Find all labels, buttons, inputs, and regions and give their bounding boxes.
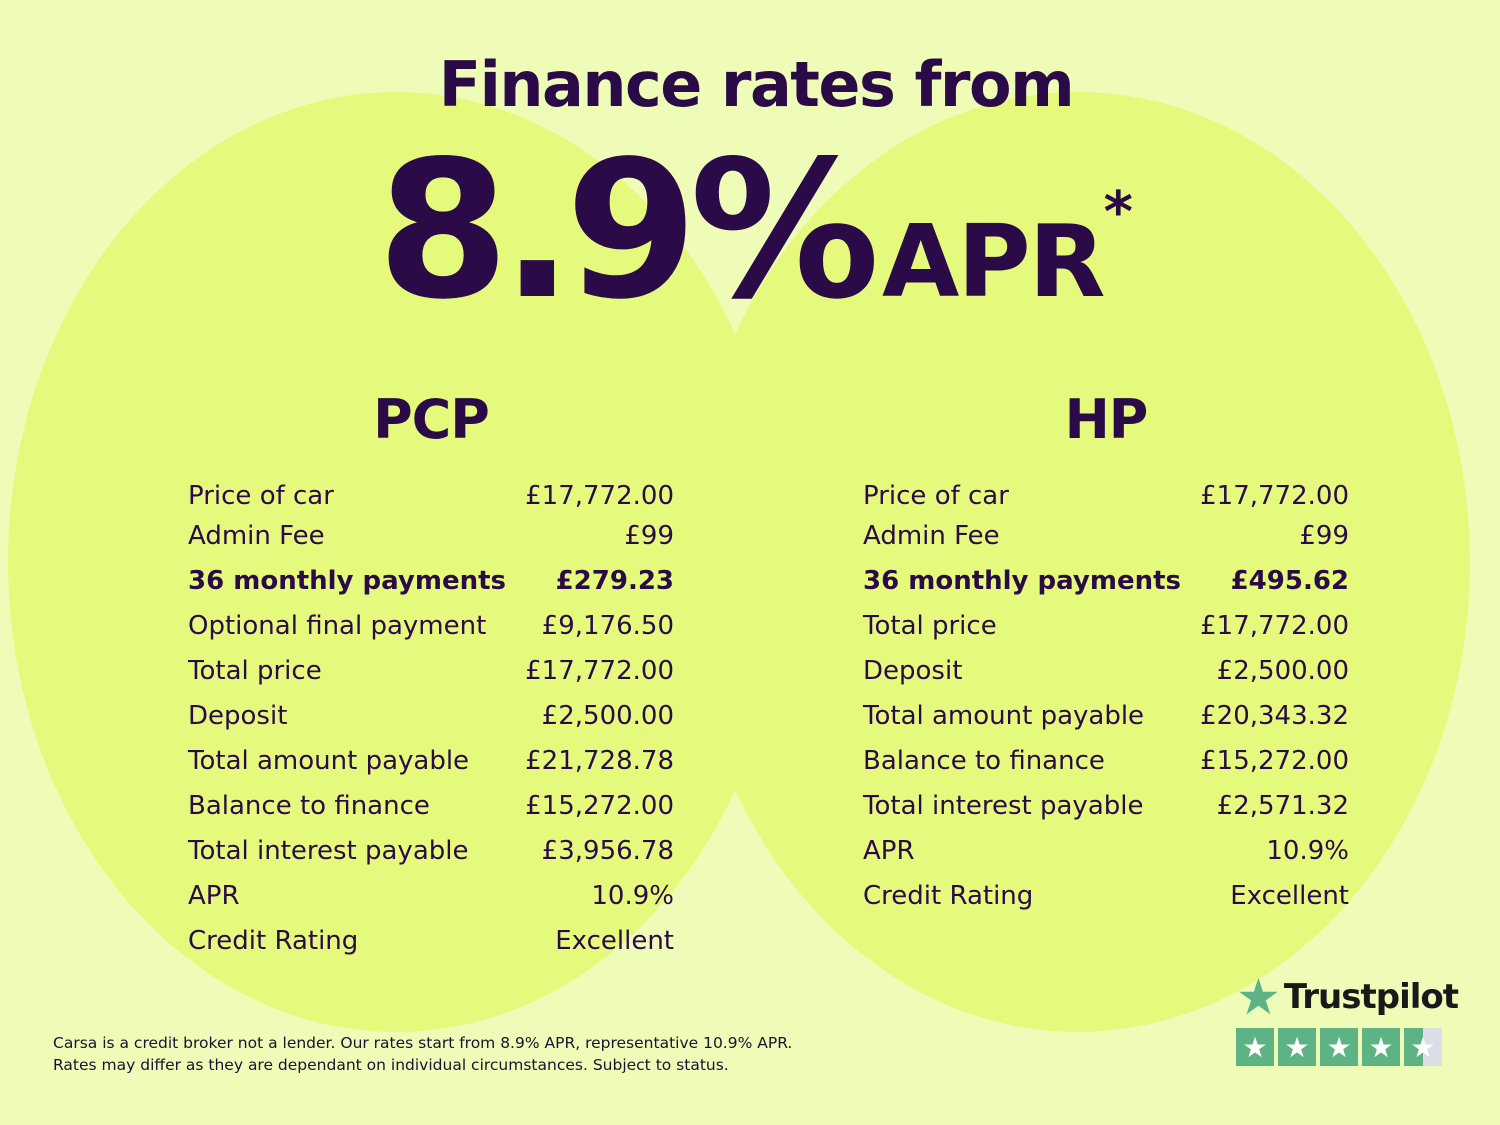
- table-row: 36 monthly payments £279.23: [188, 558, 674, 603]
- row-value: £3,956.78: [541, 835, 674, 866]
- table-row: Total interest payable £3,956.78: [188, 828, 674, 873]
- row-value: £2,571.32: [1216, 790, 1349, 821]
- row-value: £2,500.00: [1216, 655, 1349, 686]
- table-row: Total amount payable £21,728.78: [188, 738, 674, 783]
- table-row: Total interest payable £2,571.32: [863, 783, 1349, 828]
- pcp-heading: PCP: [373, 388, 490, 451]
- row-label: Credit Rating: [863, 880, 1034, 911]
- row-value: £17,772.00: [525, 481, 674, 511]
- row-label: 36 monthly payments: [188, 565, 506, 596]
- trustpilot-rating: ★ ★ ★ ★ ★: [1236, 1028, 1446, 1066]
- trustpilot-brand: Trustpilot: [1283, 977, 1459, 1017]
- row-label: Deposit: [188, 700, 288, 731]
- row-label: Balance to finance: [188, 790, 430, 821]
- row-value: £99: [624, 520, 674, 551]
- row-label: Price of car: [863, 481, 1009, 511]
- rate-suffix: APR: [881, 203, 1106, 320]
- table-row: Price of car £17,772.00: [863, 479, 1349, 513]
- row-label: Total amount payable: [188, 745, 470, 776]
- row-label: Admin Fee: [188, 520, 325, 551]
- asterisk: *: [1103, 180, 1133, 245]
- row-label: Admin Fee: [863, 520, 1000, 551]
- table-row: Admin Fee £99: [188, 513, 674, 558]
- table-row: APR 10.9%: [188, 873, 674, 918]
- headline-rate: 8.9% APR*: [0, 120, 1500, 341]
- row-value: £2,500.00: [541, 700, 674, 731]
- row-label: Credit Rating: [188, 925, 359, 956]
- row-value: £17,772.00: [1200, 610, 1349, 641]
- pcp-table: PCP Price of car £17,772.00 Admin Fee £99 36…: [188, 388, 674, 963]
- star-icon: ★: [1362, 1028, 1400, 1066]
- row-value: Excellent: [555, 925, 674, 956]
- hp-table: HP Price of car £17,772.00 Admin Fee £99 36 …: [863, 388, 1349, 918]
- table-row: Credit Rating Excellent: [188, 918, 674, 963]
- table-row: Total amount payable £20,343.32: [863, 693, 1349, 738]
- table-row: Total price £17,772.00: [188, 648, 674, 693]
- hp-heading: HP: [1064, 388, 1149, 451]
- row-label: 36 monthly payments: [863, 565, 1181, 596]
- disclaimer-line-2: Rates may differ as they are dependant o…: [53, 1056, 729, 1074]
- trustpilot-badge[interactable]: ★ Trustpilot ★ ★ ★ ★ ★: [1236, 968, 1459, 1066]
- row-value: £15,272.00: [1200, 745, 1349, 776]
- table-row: Optional final payment £9,176.50: [188, 603, 674, 648]
- rate-value: 8.9%: [377, 120, 880, 341]
- star-icon: ★: [1320, 1028, 1358, 1066]
- trustpilot-star-icon: ★: [1236, 968, 1281, 1026]
- table-row: 36 monthly payments £495.62: [863, 558, 1349, 603]
- row-value: £99: [1299, 520, 1349, 551]
- row-label: Total price: [863, 610, 997, 641]
- row-label: Total price: [188, 655, 322, 686]
- table-row: APR 10.9%: [863, 828, 1349, 873]
- disclaimer-line-1: Carsa is a credit broker not a lender. O…: [53, 1034, 793, 1052]
- background-circle-left: [8, 92, 784, 1032]
- row-label: Total interest payable: [863, 790, 1144, 821]
- row-label: Balance to finance: [863, 745, 1105, 776]
- row-label: APR: [863, 835, 915, 866]
- background-circle-right: [686, 92, 1470, 1032]
- row-value: £279.23: [555, 565, 674, 596]
- trustpilot-logo: ★ Trustpilot: [1236, 968, 1459, 1026]
- table-row: Deposit £2,500.00: [188, 693, 674, 738]
- table-row: Admin Fee £99: [863, 513, 1349, 558]
- table-row: Balance to finance £15,272.00: [863, 738, 1349, 783]
- row-label: APR: [188, 880, 240, 911]
- table-row: Price of car £17,772.00: [188, 479, 674, 513]
- table-row: Balance to finance £15,272.00: [188, 783, 674, 828]
- row-label: Total amount payable: [863, 700, 1145, 731]
- table-row: Deposit £2,500.00: [863, 648, 1349, 693]
- row-value: £17,772.00: [525, 655, 674, 686]
- row-label: Optional final payment: [188, 610, 487, 641]
- star-icon: ★: [1278, 1028, 1316, 1066]
- row-value: 10.9%: [1266, 835, 1349, 866]
- row-label: Price of car: [188, 481, 334, 511]
- row-value: £9,176.50: [541, 610, 674, 641]
- headline-title: Finance rates from: [438, 48, 1075, 121]
- star-icon: ★: [1404, 1028, 1442, 1066]
- row-label: Total interest payable: [188, 835, 469, 866]
- row-value: £21,728.78: [525, 745, 674, 776]
- row-value: £17,772.00: [1200, 481, 1349, 511]
- row-value: 10.9%: [591, 880, 674, 911]
- row-value: £15,272.00: [525, 790, 674, 821]
- disclaimer: Carsa is a credit broker not a lender. O…: [53, 1032, 792, 1076]
- star-icon: ★: [1236, 1028, 1274, 1066]
- table-row: Total price £17,772.00: [863, 603, 1349, 648]
- row-label: Deposit: [863, 655, 963, 686]
- table-row: Credit Rating Excellent: [863, 873, 1349, 918]
- row-value: Excellent: [1230, 880, 1349, 911]
- row-value: £20,343.32: [1200, 700, 1349, 731]
- row-value: £495.62: [1230, 565, 1349, 596]
